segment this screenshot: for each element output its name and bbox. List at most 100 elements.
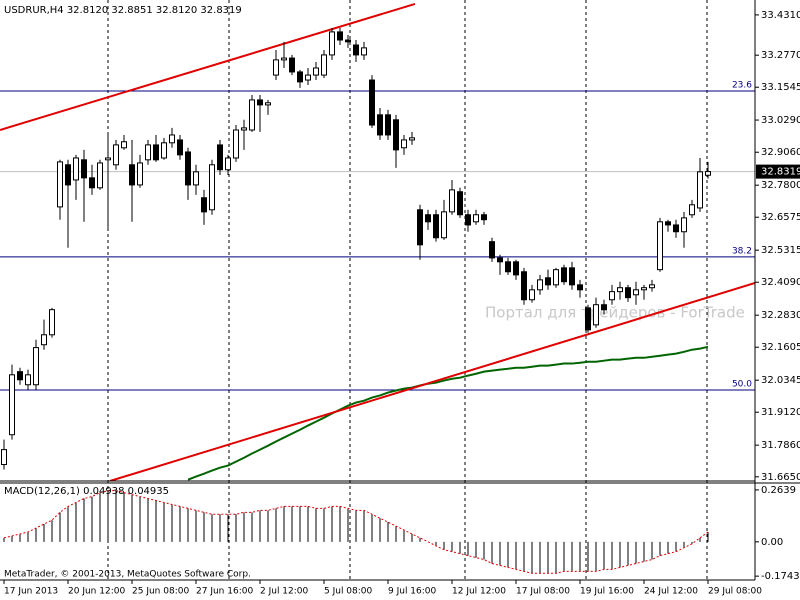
candle-body [417, 209, 423, 246]
candle-body [153, 144, 159, 161]
candle-body [425, 214, 431, 223]
candle-body [9, 374, 15, 436]
candle-body [281, 57, 287, 61]
candle-body [617, 287, 623, 293]
candle-body [209, 164, 215, 211]
candle-body [81, 159, 87, 179]
copyright: MetaTrader, © 2001-2013, MetaQuotes Soft… [4, 570, 251, 580]
candle-body [329, 31, 335, 56]
candle-body [305, 74, 311, 81]
candle-body [345, 39, 351, 43]
macd-title: MACD(12,26,1) 0.04938 0.04935 [4, 486, 169, 497]
watermark: Портал для трейдеров - ForTrade [485, 304, 745, 322]
trendline [109, 282, 755, 481]
x-tick-label: 24 Jul 12:00 [644, 587, 698, 597]
candle-body [393, 119, 399, 151]
candle-body [633, 289, 639, 296]
candle-body [561, 267, 567, 283]
y-tick-label: 32.0345 [761, 375, 800, 386]
candle-body [585, 307, 591, 331]
candle-body [297, 71, 303, 83]
x-tick-label: 25 Jun 08:00 [132, 587, 189, 597]
x-tick-label: 2 Jul 12:00 [260, 587, 309, 597]
candle-body [241, 127, 247, 131]
y-tick-label: 33.0290 [761, 115, 800, 126]
candle-body [337, 31, 343, 41]
candle-body [249, 99, 255, 131]
candle-body [1, 449, 7, 466]
x-tick-label: 20 Jun 12:00 [68, 587, 125, 597]
candle-body [225, 157, 231, 171]
y-tick-label: 0.00 [761, 537, 783, 548]
y-tick-label: 33.1545 [761, 82, 800, 93]
candle-body [361, 47, 367, 56]
y-tick-label: 32.2830 [761, 310, 800, 321]
candle-body [657, 221, 663, 271]
candle-body [545, 277, 551, 286]
signal-line [3, 490, 709, 574]
candle-body [273, 59, 279, 76]
candle-body [321, 54, 327, 76]
candle-body [497, 257, 503, 263]
candle-body [537, 279, 543, 291]
x-tick-label: 17 Jun 2013 [4, 587, 58, 597]
y-tick-label: 32.7800 [761, 180, 800, 191]
candle-body [457, 191, 463, 216]
x-tick-label: 19 Jul 16:00 [580, 587, 634, 597]
candle-body [385, 114, 391, 136]
candle-body [529, 289, 535, 301]
candle-body [441, 211, 447, 239]
candle-body [233, 129, 239, 159]
candle-body [625, 287, 631, 299]
candle-body [265, 102, 271, 106]
y-tick-label: 33.2770 [761, 50, 800, 61]
candle-body [353, 44, 359, 56]
vertical-grid [107, 0, 708, 580]
candle-body [129, 164, 135, 186]
candle-body [121, 141, 127, 149]
candle-body [25, 374, 31, 386]
candle-body [137, 162, 143, 186]
candle-body [41, 334, 47, 346]
x-tick-label: 17 Jul 08:00 [516, 587, 570, 597]
candle-body [97, 162, 103, 189]
candle-body [705, 171, 711, 176]
x-tick-label: 27 Jun 16:00 [196, 587, 253, 597]
macd-plot [3, 490, 709, 574]
candle-body [57, 161, 63, 208]
candle-body [449, 189, 455, 213]
candle-body [161, 142, 167, 159]
candle-body [473, 214, 479, 223]
current-price-label: 32.8319 [761, 167, 800, 178]
candle-body [593, 304, 599, 326]
candle-body [433, 214, 439, 239]
candle-body [257, 99, 263, 106]
candle-body [169, 134, 175, 144]
candle-body [665, 221, 671, 226]
x-tick-label: 5 Jul 08:00 [324, 587, 373, 597]
y-tick-label: 32.5315 [761, 245, 800, 256]
y-tick-label: 32.9060 [761, 147, 800, 158]
candle-body [201, 197, 207, 213]
candle-body [113, 144, 119, 166]
y-tick-label: 31.7860 [761, 440, 800, 451]
candle-body [89, 177, 95, 189]
y-tick-label: 31.9120 [761, 407, 800, 418]
candle-body [401, 139, 407, 149]
chart-title: USDRUR,H4 32.8120 32.8851 32.8120 32.831… [4, 5, 242, 16]
candle-body [601, 304, 607, 311]
y-tick-label: 33.4310 [761, 10, 800, 21]
x-tick-label: 12 Jul 12:00 [452, 587, 506, 597]
candle-body [73, 157, 79, 181]
candle-body [145, 144, 151, 161]
y-tick-label: 32.1605 [761, 342, 800, 353]
candle-body [609, 291, 615, 301]
candle-body [649, 284, 655, 289]
axes: 33.4310 33.2770 33.1545 33.0290 32.9060 32.78… [3, 10, 800, 597]
y-tick-label: 32.6575 [761, 212, 800, 223]
candle-body [289, 57, 295, 73]
candle-body [489, 241, 495, 259]
candle-body [377, 114, 383, 136]
